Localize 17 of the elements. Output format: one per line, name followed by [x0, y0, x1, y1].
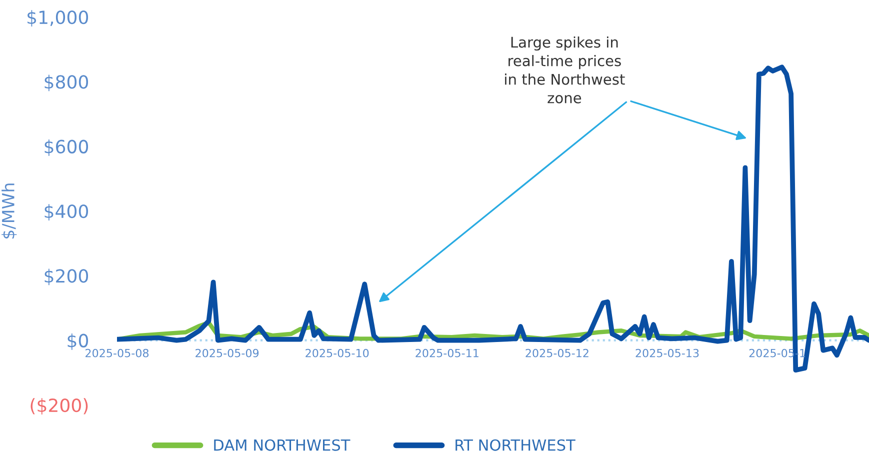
y-tick-label: $0	[68, 333, 88, 350]
y-axis-title: $/MWh	[2, 184, 17, 238]
y-tick-label: ($200)	[30, 398, 88, 415]
x-tick-label: 2025-05-10	[306, 348, 369, 358]
y-tick-label: $800	[44, 74, 88, 92]
x-tick-label: 2025-05-13	[636, 348, 699, 358]
annotation: Large spikes in real-time prices in the Northwest zone	[505, 36, 625, 104]
x-tick-label: 2025-05-09	[196, 348, 259, 358]
y-tick-label: $200	[44, 268, 88, 286]
legend-label: DAM NORTHWEST	[214, 439, 350, 451]
y-tick-label: $600	[44, 139, 88, 156]
legend-label: RT NORTHWEST	[456, 439, 576, 451]
y-tick-label: $400	[44, 204, 88, 221]
x-tick-label: 2025-05-11	[416, 348, 478, 358]
x-tick-label: 2025-05-12	[526, 348, 588, 358]
y-tick-label: $1,000	[28, 10, 88, 27]
x-tick-label: 2025-05-08	[86, 348, 149, 358]
